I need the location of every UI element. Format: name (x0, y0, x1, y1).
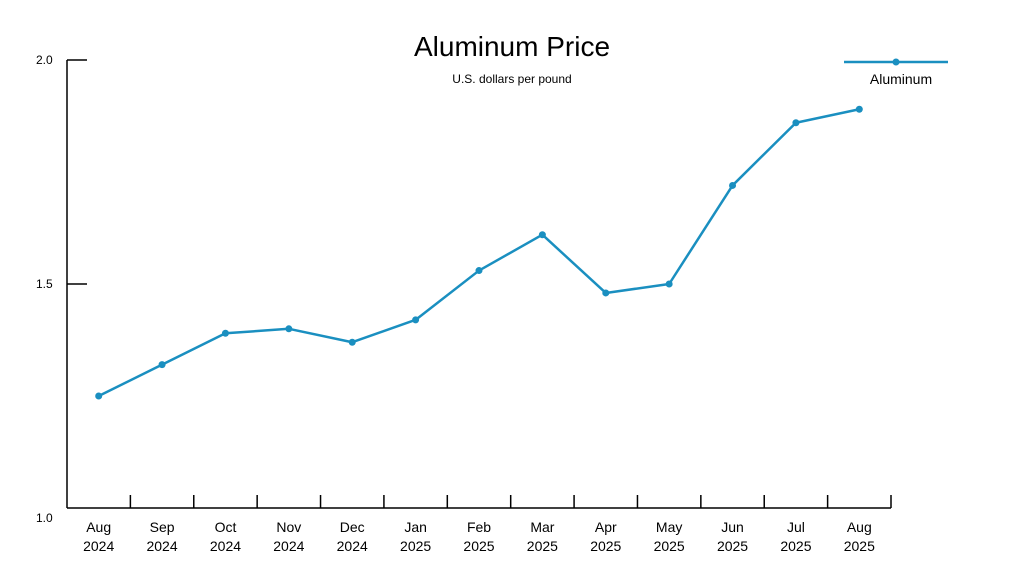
data-point (602, 289, 610, 297)
data-point (348, 338, 356, 346)
x-tick-label-year: 2025 (400, 538, 431, 554)
data-point (792, 119, 800, 127)
data-point (285, 325, 293, 333)
x-tick-label-month: Dec (340, 519, 365, 535)
x-tick-label-month: Sep (150, 519, 175, 535)
x-tick-label-year: 2025 (717, 538, 748, 554)
x-tick-label-year: 2024 (146, 538, 177, 554)
x-tick-label-month: Feb (467, 519, 491, 535)
x-tick-label-year: 2025 (527, 538, 558, 554)
x-tick-label-year: 2024 (273, 538, 304, 554)
y-tick-label: 1.0 (36, 511, 53, 525)
x-tick-label-year: 2025 (844, 538, 875, 554)
series-line (98, 108, 860, 398)
legend-label: Aluminum (870, 71, 932, 87)
x-tick-label-month: Aug (847, 519, 872, 535)
x-tick-label-month: Jul (787, 519, 805, 535)
x-tick-label-year: 2025 (590, 538, 621, 554)
legend-marker (892, 58, 900, 66)
x-tick-label-year: 2024 (83, 538, 114, 554)
data-point (412, 316, 420, 324)
x-tick-label-year: 2025 (780, 538, 811, 554)
x-tick-label-month: Jan (404, 519, 427, 535)
data-point (538, 231, 546, 239)
x-tick-label-year: 2024 (337, 538, 368, 554)
x-tick-label-month: May (656, 519, 682, 535)
y-tick-label: 2.0 (36, 53, 53, 67)
data-point (729, 181, 737, 189)
y-tick-label: 1.5 (36, 277, 53, 291)
data-point (665, 280, 673, 288)
x-tick-label-month: Apr (595, 519, 617, 535)
x-tick-label-year: 2024 (210, 538, 241, 554)
chart-title: Aluminum Price (413, 31, 611, 62)
data-point (95, 392, 103, 400)
x-tick-label-month: Oct (215, 519, 237, 535)
chart-subtitle: U.S. dollars per pound (452, 72, 572, 86)
x-tick-label-month: Nov (276, 519, 301, 535)
x-tick-label-month: Mar (530, 519, 554, 535)
data-point (221, 329, 229, 337)
data-point (475, 267, 483, 275)
x-tick-label-month: Aug (86, 519, 111, 535)
data-point (158, 361, 166, 369)
x-tick-label-month: Jun (721, 519, 744, 535)
x-tick-label-year: 2025 (463, 538, 494, 554)
x-tick-label-year: 2025 (654, 538, 685, 554)
data-point (855, 105, 863, 113)
